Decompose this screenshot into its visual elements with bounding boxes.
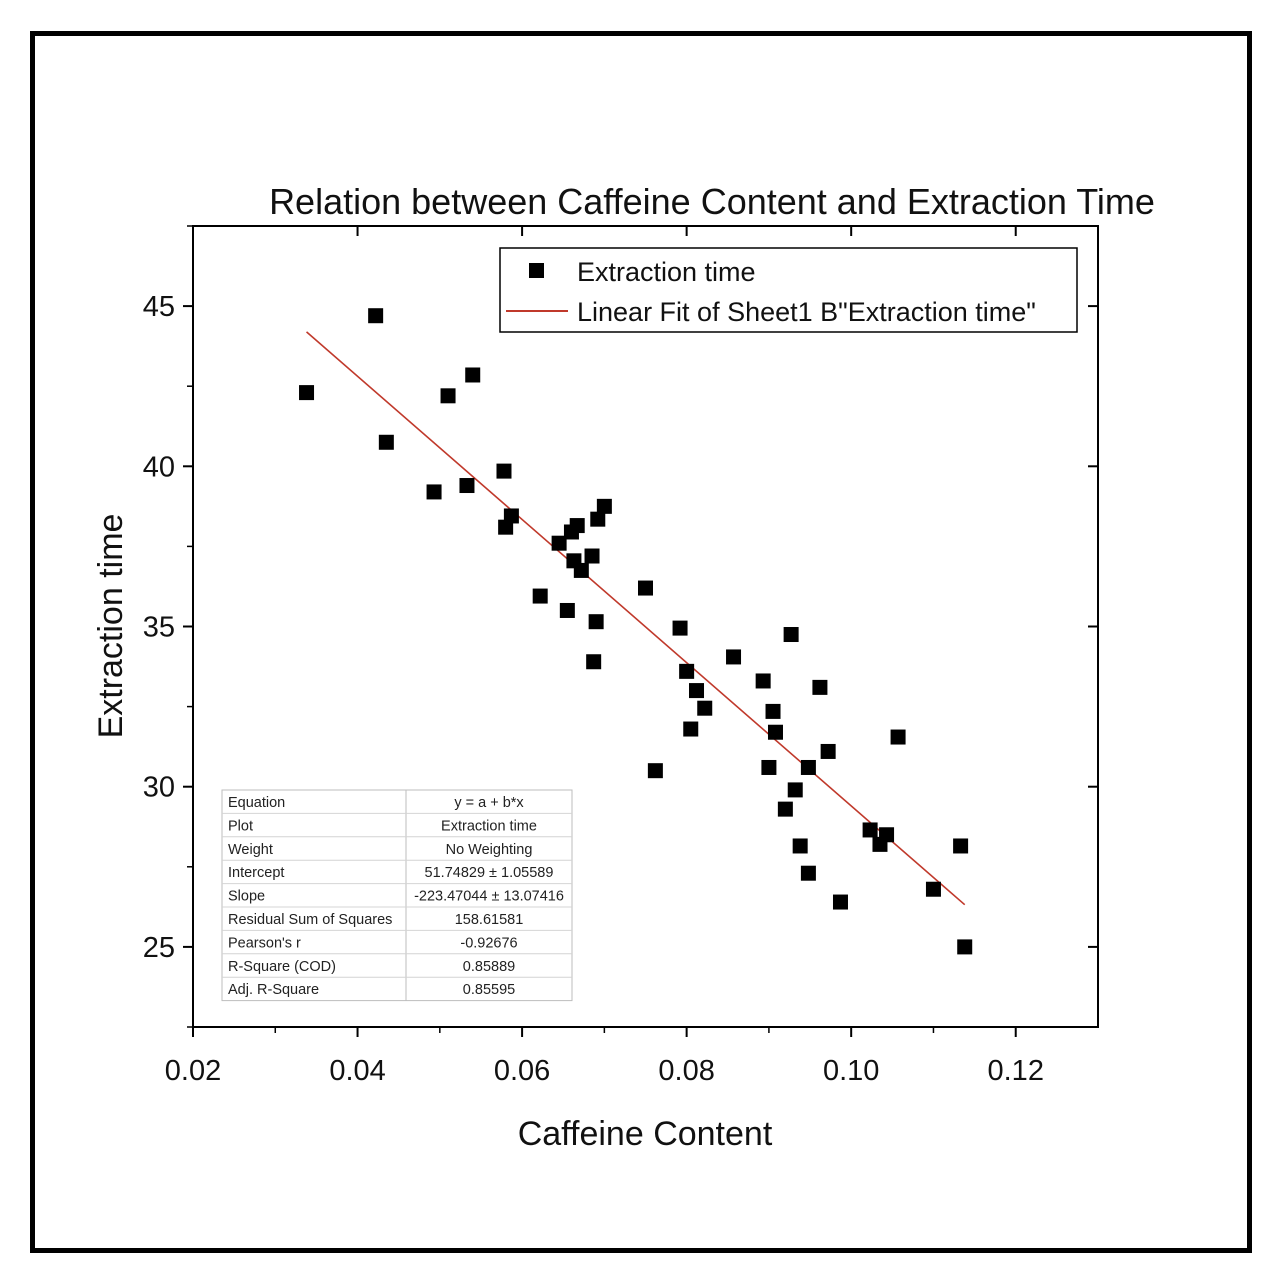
x-tick-label: 0.08 [658,1055,714,1087]
stats-row-value: 158.61581 [455,912,524,928]
x-tick-label: 0.06 [494,1055,550,1087]
data-point [672,620,688,636]
data-point [787,782,803,798]
x-tick-label: 0.10 [823,1055,879,1087]
axis-ticks [183,225,1098,1037]
data-point [767,724,783,740]
data-point [792,838,808,854]
data-point [532,588,548,604]
stats-table-border [221,789,573,1002]
data-point [800,759,816,775]
data-point [683,721,699,737]
data-point [820,743,836,759]
data-point [551,535,567,551]
stats-row-value: 0.85595 [463,982,515,998]
stats-row-label: Residual Sum of Squares [228,912,392,928]
data-point [573,562,589,578]
data-point [862,822,878,838]
y-tick-label: 25 [143,932,175,964]
data-point [689,683,705,699]
data-point [299,385,315,401]
data-point [726,649,742,665]
data-points [299,308,973,955]
data-point [503,508,519,524]
stats-row-label: Plot [228,818,253,834]
stats-row-label: Equation [228,795,285,811]
data-point [953,838,969,854]
data-point [459,478,475,494]
data-point [697,700,713,716]
y-tick-label: 35 [143,612,175,644]
data-point [465,367,481,383]
linear-fit-line [306,331,966,906]
data-point [638,580,653,596]
stats-row-label: R-Square (COD) [228,959,336,975]
data-point [755,673,771,689]
data-point [559,602,575,618]
data-point [586,654,602,670]
data-point [879,827,895,843]
data-point [957,939,973,955]
stats-row-label: Intercept [228,865,284,881]
data-point [777,801,793,817]
y-tick-label: 40 [143,451,175,483]
data-point [368,308,384,324]
x-axis-label: Caffeine Content [518,1115,773,1153]
data-point [679,663,695,679]
legend-label-scatter: Extraction time [577,257,756,287]
data-point [496,463,512,479]
x-tick-label: 0.04 [329,1055,385,1087]
legend-label-fit: Linear Fit of Sheet1 B"Extraction time" [577,297,1036,327]
data-point [647,763,663,779]
x-tick-label: 0.02 [165,1055,221,1087]
data-point [596,498,612,514]
data-point [890,729,906,745]
data-point [761,759,777,775]
stats-row-value: Extraction time [441,818,537,834]
chart-title: Relation between Caffeine Content and Ex… [269,181,1155,222]
stats-row-label: Adj. R-Square [228,982,319,998]
stats-row-value: -0.92676 [460,935,517,951]
stats-row-value: y = a + b*x [454,795,524,811]
data-point [925,881,941,897]
legend-box [499,247,1078,333]
stats-row-value: 0.85889 [463,959,515,975]
stats-row-value: -223.47044 ± 13.07416 [414,889,564,905]
data-point [569,518,585,534]
data-point [783,627,799,643]
data-point [800,865,816,881]
data-point [765,703,781,719]
data-point [590,511,606,527]
legend-marker-square [529,263,544,278]
data-point [584,548,600,564]
stats-row-label: Slope [228,889,265,905]
data-point [440,388,456,404]
tick-labels: 0.02 0.04 0.06 0.08 0.10 0.12 25 30 35 40 45 [143,291,1044,1087]
x-tick-label: 0.12 [988,1055,1044,1087]
y-tick-label: 45 [143,291,175,323]
data-point [812,679,828,695]
stats-row-value: 51.74829 ± 1.05589 [425,865,554,881]
data-point [426,484,442,500]
y-tick-label: 30 [143,772,175,804]
y-axis-label: Extraction time [92,514,130,739]
data-point [832,894,848,910]
data-point [588,614,604,630]
fit-line-layer [306,331,966,906]
legend: Extraction time Linear Fit of Sheet1 B"E… [499,247,1078,333]
chart-frame [30,31,1252,1253]
data-point [378,434,394,450]
stats-row-value: No Weighting [446,842,533,858]
stats-row-label: Pearson's r [228,935,301,951]
fit-statistics-table: Equation y = a + b*x Plot Extraction time We… [221,789,573,1002]
stats-row-label: Weight [228,842,273,858]
